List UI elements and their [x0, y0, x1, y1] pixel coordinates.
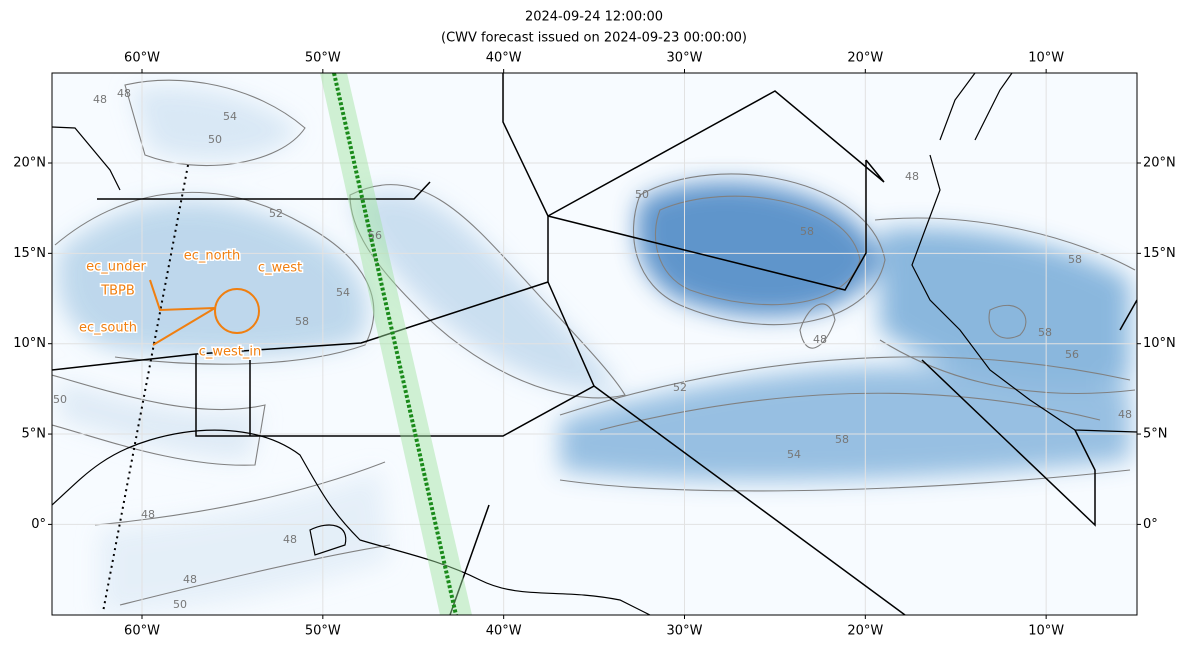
annotation: c_west: [258, 261, 302, 276]
lon-label: 10°W: [1028, 51, 1064, 66]
title: 2024-09-24 12:00:00: [525, 10, 663, 25]
contour-label: 50: [208, 133, 222, 146]
lon-label: 20°W: [847, 51, 883, 66]
cwv-contours: [52, 79, 1136, 606]
contour-label: 54: [223, 110, 237, 123]
lat-label: 20°N: [1143, 156, 1176, 171]
lat-label: 10°N: [1143, 336, 1176, 351]
ticks: 60°W 60°W 50°W 50°W 40°W 40°W 30°W 30°W 20°W 20°W…: [13, 51, 1176, 639]
contour-label: 54: [787, 448, 801, 461]
annotation: ec_north: [184, 249, 241, 264]
contour-label: 48: [905, 170, 919, 183]
contour-label: 52: [673, 381, 687, 394]
map-layers: 48 48505452565458505848585452485858564848…: [52, 73, 1137, 615]
contour-label: 50: [53, 393, 67, 406]
contour-label: 48: [813, 333, 827, 346]
annotation: ec_under: [86, 260, 146, 275]
lat-label: 5°N: [1143, 427, 1168, 442]
lon-label: 60°W: [124, 51, 160, 66]
flight-pattern: [149, 279, 260, 346]
subtitle: (CWV forecast issued on 2024-09-23 00:00…: [441, 31, 747, 46]
annotation: ec_south: [79, 321, 137, 336]
lon-label: 30°W: [667, 624, 703, 639]
contour-label: 56: [368, 229, 382, 242]
lat-label: 15°N: [13, 246, 46, 261]
lon-label: 30°W: [667, 51, 703, 66]
lat-label: 5°N: [22, 427, 47, 442]
contour-label: 50: [173, 598, 187, 611]
contour-label: 48: [93, 93, 107, 106]
cwv-field: [57, 86, 1130, 615]
satellite-swath: [320, 73, 472, 615]
contour-label: 48: [283, 533, 297, 546]
lat-label: 10°N: [13, 336, 46, 351]
contour-label: 56: [1065, 348, 1079, 361]
contour-label: 48: [141, 508, 155, 521]
contour-label: 48: [1118, 408, 1132, 421]
dotted-track: [102, 164, 189, 613]
contour-label: 58: [800, 225, 814, 238]
contour-label: 58: [1068, 253, 1082, 266]
lon-label: 50°W: [305, 624, 341, 639]
contour-label: 48: [117, 87, 131, 100]
lon-label: 10°W: [1028, 624, 1064, 639]
contour-label: 52: [269, 207, 283, 220]
lon-label: 50°W: [305, 51, 341, 66]
lon-label: 40°W: [486, 624, 522, 639]
annotations: ec_under ec_north c_west TBPB ec_south c…: [78, 247, 304, 361]
lat-label: 15°N: [1143, 246, 1176, 261]
fir-boundaries: [52, 73, 1137, 615]
contour-label: 58: [1038, 326, 1052, 339]
lon-label: 60°W: [124, 624, 160, 639]
lon-label: 40°W: [486, 51, 522, 66]
contour-label: 48: [183, 573, 197, 586]
contour-label: 58: [835, 433, 849, 446]
lat-label: 20°N: [13, 156, 46, 171]
contour-labels: 48 48505452565458505848585452485858564848…: [53, 87, 1132, 611]
annotation: c_west_in: [199, 345, 262, 360]
lat-label: 0°: [1143, 517, 1158, 532]
contour-label: 58: [295, 315, 309, 328]
lat-label: 0°: [31, 517, 46, 532]
graticule: [52, 73, 1137, 615]
lon-label: 20°W: [847, 624, 883, 639]
annotation: TBPB: [100, 284, 135, 299]
contour-label: 54: [336, 286, 350, 299]
contour-label: 50: [635, 188, 649, 201]
satellite-track: [332, 73, 458, 615]
coastlines: [52, 73, 1137, 615]
